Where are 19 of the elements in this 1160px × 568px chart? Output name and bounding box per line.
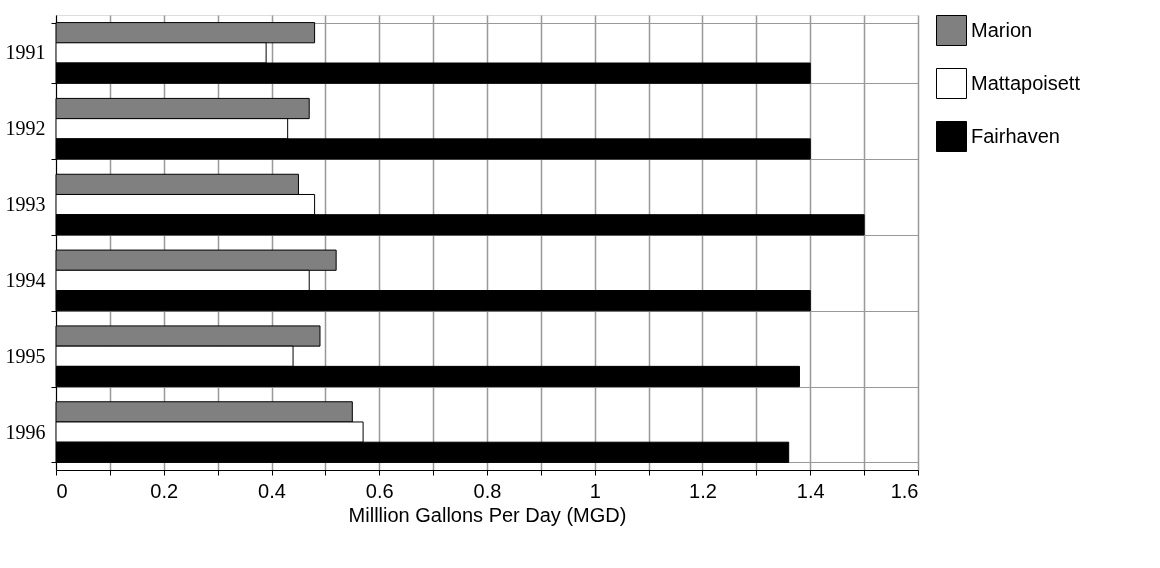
- y-tick-label: 1996: [5, 420, 46, 443]
- y-tick-label: 1993: [5, 193, 46, 216]
- legend-label: Mattapoisett: [971, 71, 1081, 94]
- x-tick-label: 0: [56, 479, 68, 502]
- legend-label: Marion: [971, 18, 1033, 41]
- x-tick-label: 0.4: [258, 479, 286, 502]
- y-tick-label: 1995: [5, 344, 46, 367]
- legend-label: Fairhaven: [971, 124, 1060, 147]
- y-tick-label: 1991: [5, 41, 46, 64]
- x-tick-label: 1.4: [796, 479, 825, 502]
- y-tick-label: 1994: [5, 268, 46, 291]
- x-tick-label: 0.6: [365, 479, 394, 502]
- y-tick-label: 1992: [5, 117, 46, 140]
- x-tick-label: 0.8: [473, 479, 502, 502]
- x-tick-label: 1.2: [689, 479, 717, 502]
- x-tick-label: 0.2: [150, 479, 179, 502]
- x-tick-label: 1: [589, 479, 601, 502]
- x-axis-title: Milllion Gallons Per Day (MGD): [348, 503, 627, 526]
- x-tick-label: 1.6: [890, 479, 919, 502]
